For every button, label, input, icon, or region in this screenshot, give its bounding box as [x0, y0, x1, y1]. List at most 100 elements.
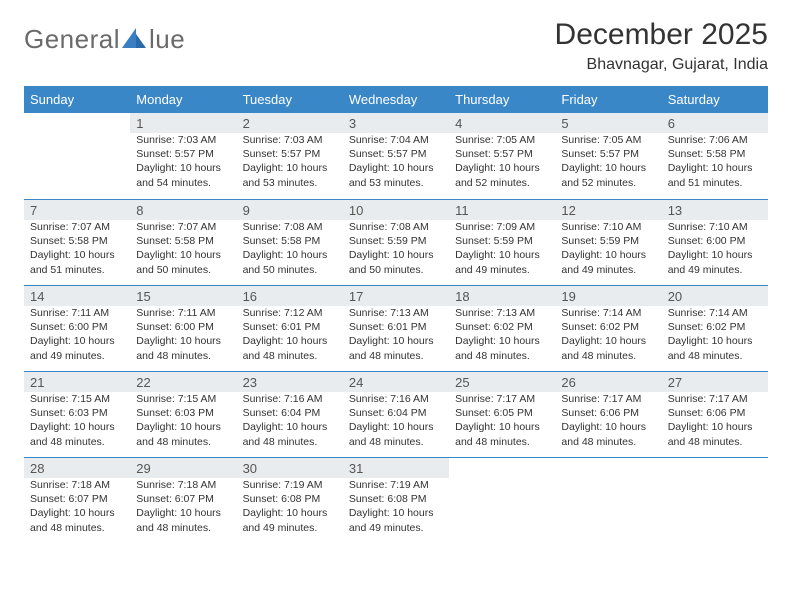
day-details: Sunrise: 7:18 AMSunset: 6:07 PMDaylight:… — [130, 478, 236, 539]
day-details: Sunrise: 7:07 AMSunset: 5:58 PMDaylight:… — [24, 220, 130, 281]
day-number: 12 — [555, 200, 661, 220]
calendar-table: SundayMondayTuesdayWednesdayThursdayFrid… — [24, 86, 768, 543]
day-number: 21 — [24, 372, 130, 392]
day-details: Sunrise: 7:18 AMSunset: 6:07 PMDaylight:… — [24, 478, 130, 539]
day-number: 11 — [449, 200, 555, 220]
day-number: 4 — [449, 113, 555, 133]
day-details: Sunrise: 7:17 AMSunset: 6:06 PMDaylight:… — [555, 392, 661, 453]
weekday-header: Thursday — [449, 86, 555, 113]
calendar-cell: 8Sunrise: 7:07 AMSunset: 5:58 PMDaylight… — [130, 199, 236, 285]
calendar-cell: 27Sunrise: 7:17 AMSunset: 6:06 PMDayligh… — [662, 371, 768, 457]
day-details: Sunrise: 7:14 AMSunset: 6:02 PMDaylight:… — [555, 306, 661, 367]
calendar-cell: 9Sunrise: 7:08 AMSunset: 5:58 PMDaylight… — [237, 199, 343, 285]
day-details: Sunrise: 7:03 AMSunset: 5:57 PMDaylight:… — [130, 133, 236, 194]
day-details: Sunrise: 7:09 AMSunset: 5:59 PMDaylight:… — [449, 220, 555, 281]
calendar-cell — [24, 113, 130, 199]
day-details: Sunrise: 7:05 AMSunset: 5:57 PMDaylight:… — [555, 133, 661, 194]
day-number: 5 — [555, 113, 661, 133]
day-number: 30 — [237, 458, 343, 478]
day-details: Sunrise: 7:11 AMSunset: 6:00 PMDaylight:… — [24, 306, 130, 367]
day-number: 31 — [343, 458, 449, 478]
weekday-header: Wednesday — [343, 86, 449, 113]
calendar-page: General lue December 2025 Bhavnagar, Guj… — [0, 0, 792, 612]
weekday-header: Tuesday — [237, 86, 343, 113]
calendar-week-row: 7Sunrise: 7:07 AMSunset: 5:58 PMDaylight… — [24, 199, 768, 285]
day-number: 16 — [237, 286, 343, 306]
calendar-cell — [555, 457, 661, 543]
day-details: Sunrise: 7:04 AMSunset: 5:57 PMDaylight:… — [343, 133, 449, 194]
day-number: 22 — [130, 372, 236, 392]
calendar-cell: 10Sunrise: 7:08 AMSunset: 5:59 PMDayligh… — [343, 199, 449, 285]
day-details: Sunrise: 7:14 AMSunset: 6:02 PMDaylight:… — [662, 306, 768, 367]
weekday-header: Saturday — [662, 86, 768, 113]
calendar-cell: 25Sunrise: 7:17 AMSunset: 6:05 PMDayligh… — [449, 371, 555, 457]
day-number: 9 — [237, 200, 343, 220]
day-details: Sunrise: 7:06 AMSunset: 5:58 PMDaylight:… — [662, 133, 768, 194]
logo: General lue — [24, 24, 185, 55]
calendar-cell: 26Sunrise: 7:17 AMSunset: 6:06 PMDayligh… — [555, 371, 661, 457]
calendar-cell: 29Sunrise: 7:18 AMSunset: 6:07 PMDayligh… — [130, 457, 236, 543]
day-details: Sunrise: 7:19 AMSunset: 6:08 PMDaylight:… — [343, 478, 449, 539]
day-number: 7 — [24, 200, 130, 220]
calendar-cell: 30Sunrise: 7:19 AMSunset: 6:08 PMDayligh… — [237, 457, 343, 543]
day-number: 13 — [662, 200, 768, 220]
calendar-cell — [449, 457, 555, 543]
day-details: Sunrise: 7:10 AMSunset: 6:00 PMDaylight:… — [662, 220, 768, 281]
day-number: 8 — [130, 200, 236, 220]
calendar-cell: 28Sunrise: 7:18 AMSunset: 6:07 PMDayligh… — [24, 457, 130, 543]
day-details: Sunrise: 7:19 AMSunset: 6:08 PMDaylight:… — [237, 478, 343, 539]
day-number: 28 — [24, 458, 130, 478]
calendar-cell: 13Sunrise: 7:10 AMSunset: 6:00 PMDayligh… — [662, 199, 768, 285]
day-details: Sunrise: 7:15 AMSunset: 6:03 PMDaylight:… — [24, 392, 130, 453]
calendar-cell — [662, 457, 768, 543]
calendar-cell: 22Sunrise: 7:15 AMSunset: 6:03 PMDayligh… — [130, 371, 236, 457]
logo-triangle-icon — [122, 24, 146, 55]
day-details: Sunrise: 7:16 AMSunset: 6:04 PMDaylight:… — [237, 392, 343, 453]
day-details: Sunrise: 7:05 AMSunset: 5:57 PMDaylight:… — [449, 133, 555, 194]
calendar-cell: 7Sunrise: 7:07 AMSunset: 5:58 PMDaylight… — [24, 199, 130, 285]
day-number: 14 — [24, 286, 130, 306]
day-number: 25 — [449, 372, 555, 392]
calendar-cell: 15Sunrise: 7:11 AMSunset: 6:00 PMDayligh… — [130, 285, 236, 371]
calendar-cell: 20Sunrise: 7:14 AMSunset: 6:02 PMDayligh… — [662, 285, 768, 371]
logo-text-left: General — [24, 24, 120, 55]
calendar-cell: 24Sunrise: 7:16 AMSunset: 6:04 PMDayligh… — [343, 371, 449, 457]
day-details: Sunrise: 7:15 AMSunset: 6:03 PMDaylight:… — [130, 392, 236, 453]
day-number: 20 — [662, 286, 768, 306]
day-details: Sunrise: 7:03 AMSunset: 5:57 PMDaylight:… — [237, 133, 343, 194]
page-header: General lue December 2025 Bhavnagar, Guj… — [24, 18, 768, 74]
calendar-week-row: 28Sunrise: 7:18 AMSunset: 6:07 PMDayligh… — [24, 457, 768, 543]
calendar-cell: 3Sunrise: 7:04 AMSunset: 5:57 PMDaylight… — [343, 113, 449, 199]
day-number: 24 — [343, 372, 449, 392]
title-block: December 2025 Bhavnagar, Gujarat, India — [555, 18, 768, 74]
day-number: 10 — [343, 200, 449, 220]
calendar-cell: 23Sunrise: 7:16 AMSunset: 6:04 PMDayligh… — [237, 371, 343, 457]
calendar-week-row: 21Sunrise: 7:15 AMSunset: 6:03 PMDayligh… — [24, 371, 768, 457]
calendar-cell: 31Sunrise: 7:19 AMSunset: 6:08 PMDayligh… — [343, 457, 449, 543]
day-details: Sunrise: 7:12 AMSunset: 6:01 PMDaylight:… — [237, 306, 343, 367]
day-details: Sunrise: 7:13 AMSunset: 6:02 PMDaylight:… — [449, 306, 555, 367]
calendar-week-row: 1Sunrise: 7:03 AMSunset: 5:57 PMDaylight… — [24, 113, 768, 199]
day-details: Sunrise: 7:11 AMSunset: 6:00 PMDaylight:… — [130, 306, 236, 367]
month-title: December 2025 — [555, 18, 768, 52]
day-details: Sunrise: 7:08 AMSunset: 5:58 PMDaylight:… — [237, 220, 343, 281]
day-number: 6 — [662, 113, 768, 133]
day-number: 17 — [343, 286, 449, 306]
calendar-cell: 19Sunrise: 7:14 AMSunset: 6:02 PMDayligh… — [555, 285, 661, 371]
day-details: Sunrise: 7:17 AMSunset: 6:05 PMDaylight:… — [449, 392, 555, 453]
day-number: 15 — [130, 286, 236, 306]
day-number: 18 — [449, 286, 555, 306]
day-number: 19 — [555, 286, 661, 306]
calendar-week-row: 14Sunrise: 7:11 AMSunset: 6:00 PMDayligh… — [24, 285, 768, 371]
calendar-cell: 18Sunrise: 7:13 AMSunset: 6:02 PMDayligh… — [449, 285, 555, 371]
day-details: Sunrise: 7:10 AMSunset: 5:59 PMDaylight:… — [555, 220, 661, 281]
day-number: 2 — [237, 113, 343, 133]
weekday-header: Friday — [555, 86, 661, 113]
calendar-cell: 2Sunrise: 7:03 AMSunset: 5:57 PMDaylight… — [237, 113, 343, 199]
calendar-cell: 5Sunrise: 7:05 AMSunset: 5:57 PMDaylight… — [555, 113, 661, 199]
day-details: Sunrise: 7:13 AMSunset: 6:01 PMDaylight:… — [343, 306, 449, 367]
day-details: Sunrise: 7:16 AMSunset: 6:04 PMDaylight:… — [343, 392, 449, 453]
day-number: 1 — [130, 113, 236, 133]
day-details: Sunrise: 7:17 AMSunset: 6:06 PMDaylight:… — [662, 392, 768, 453]
calendar-cell: 21Sunrise: 7:15 AMSunset: 6:03 PMDayligh… — [24, 371, 130, 457]
